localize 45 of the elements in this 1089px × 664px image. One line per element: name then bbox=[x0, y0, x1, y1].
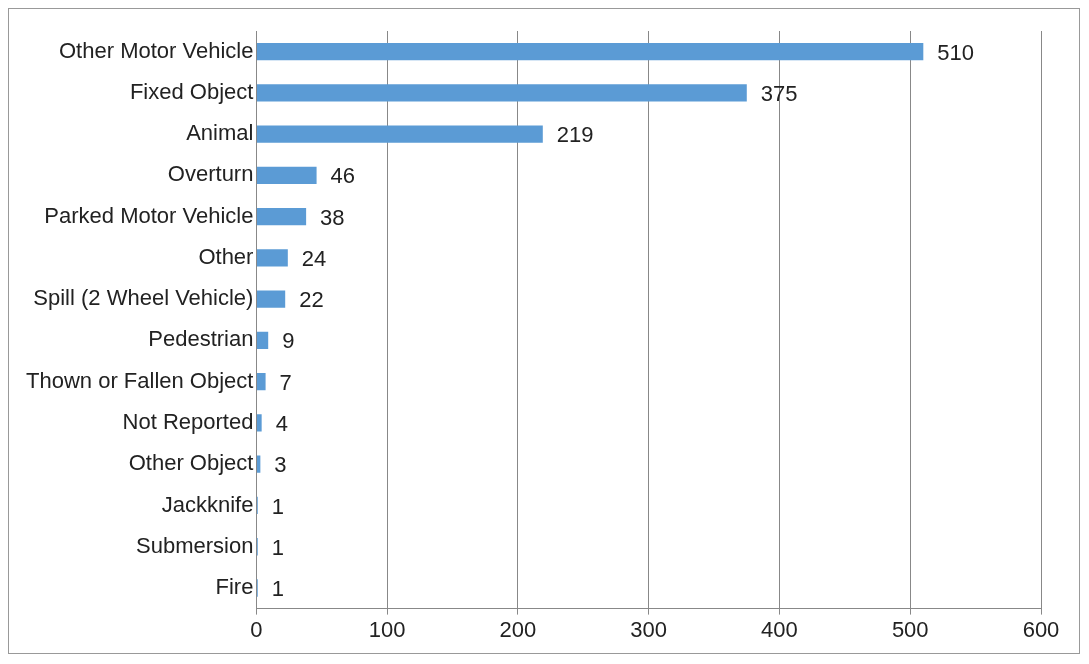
y-tick-label: Pedestrian bbox=[148, 326, 254, 352]
y-tick-label: Jackknife bbox=[161, 491, 254, 517]
y-tick-label: Overturn bbox=[167, 161, 254, 187]
data-label: 219 bbox=[556, 122, 594, 148]
bar bbox=[256, 42, 924, 61]
data-label: 24 bbox=[301, 245, 327, 271]
data-label: 4 bbox=[275, 411, 288, 437]
y-tick-label: Thown or Fallen Object bbox=[26, 367, 254, 393]
data-label: 1 bbox=[271, 534, 284, 560]
x-tick-label: 400 bbox=[761, 616, 798, 642]
x-tick-label: 500 bbox=[891, 616, 929, 642]
bar bbox=[256, 166, 317, 185]
y-tick-label: Fire bbox=[215, 574, 254, 600]
bar bbox=[256, 331, 269, 350]
y-tick-label: Spill (2 Wheel Vehicle) bbox=[33, 285, 254, 311]
data-label: 22 bbox=[299, 287, 324, 313]
bar bbox=[256, 125, 543, 143]
data-label: 7 bbox=[279, 369, 292, 395]
y-tick-label: Submersion bbox=[136, 532, 254, 558]
data-label: 510 bbox=[937, 39, 975, 65]
x-tick-label: 0 bbox=[250, 616, 263, 642]
x-tick-label: 200 bbox=[499, 616, 537, 642]
y-tick-label: Other Object bbox=[128, 450, 254, 476]
y-tick-label: Fixed Object bbox=[129, 78, 254, 104]
y-tick-label: Parked Motor Vehicle bbox=[44, 202, 254, 228]
data-label: 1 bbox=[271, 576, 284, 602]
x-tick-label: 100 bbox=[368, 616, 406, 642]
x-tick-label: 600 bbox=[1022, 616, 1060, 642]
bar bbox=[256, 84, 747, 102]
bar bbox=[256, 373, 266, 391]
data-label: 375 bbox=[760, 80, 798, 106]
data-label: 9 bbox=[282, 328, 295, 354]
bar bbox=[256, 207, 307, 226]
y-tick-label: Not Reported bbox=[122, 409, 254, 435]
y-tick-label: Other bbox=[198, 243, 254, 269]
bar bbox=[256, 414, 262, 432]
bar bbox=[256, 290, 286, 308]
data-label: 46 bbox=[330, 163, 356, 189]
y-tick-label: Other Motor Vehicle bbox=[59, 37, 254, 63]
bar bbox=[256, 249, 288, 267]
y-tick-label: Animal bbox=[186, 120, 254, 146]
x-tick-label: 300 bbox=[630, 616, 668, 642]
data-label: 38 bbox=[320, 204, 345, 230]
data-label: 1 bbox=[271, 493, 284, 519]
data-label: 3 bbox=[274, 452, 287, 478]
